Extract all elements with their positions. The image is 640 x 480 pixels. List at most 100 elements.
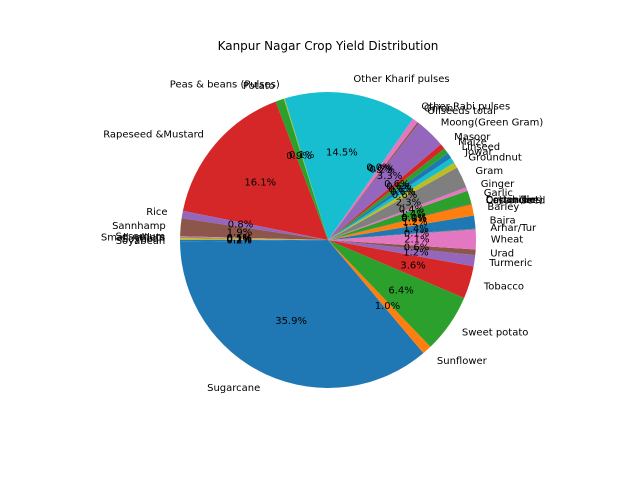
slice-pct-garlic: 1.4% [400,209,425,220]
slice-urad [328,240,476,256]
slice-pct-groundnut: 0.6% [392,190,417,201]
slice-pct-small-millets: 0.1% [226,234,251,245]
slice-barley [328,204,474,240]
slice-label-gram: Gram [475,166,503,177]
slice-sannhamp [180,218,328,240]
slice-pct-gram: 2.3% [396,197,421,208]
slice-pct-onion: 0.6% [368,163,393,174]
slice-label-small-millets: Small millets [101,232,165,243]
slice-pct-sesamum: 0.1% [226,233,251,244]
slice-pct-linseed: 0.6% [388,184,413,195]
slice-pct-rice: 0.8% [228,220,253,231]
slice-pct-ginger: 0.4% [399,204,424,215]
slice-label-other-kharif-pulses: Other Kharif pulses [353,74,449,85]
slice-label-peas-beans-pulses: Peas & beans (Pulses) [170,80,280,91]
slice-label-ginger: Ginger [481,179,515,190]
slice-sesamum [180,236,328,240]
slice-label-sunflower: Sunflower [437,356,488,367]
slice-label-rapeseed-mustard: Rapeseed &Mustard [103,130,204,141]
slice-pct-jowar: 0.6% [390,187,415,198]
slice-pct-other-rabi-pulses: 0.0% [366,162,391,173]
slice-label-rice: Rice [146,207,167,218]
slice-percentages: 0.2%35.9%1.0%6.4%3.6%1.2%0.6%2.1%0.1%1.4… [226,147,429,326]
slice-pct-dry-chillies: 0.0% [401,213,426,224]
slice-moong-green-gram [328,123,441,240]
chart-title: Kanpur Nagar Crop Yield Distribution [218,39,439,53]
slice-jowar [328,157,455,240]
slice-pct-moong-green-gram: 3.3% [377,171,402,182]
slice-pct-turmeric: 1.2% [403,248,428,259]
slice-tobacco [328,240,474,299]
slice-pct-other-kharif-pulses: 14.5% [326,147,358,158]
slice-pct-sannhamp: 1.9% [227,227,252,238]
pie-slices [179,91,476,389]
slice-pct-masoor: 0.6% [384,179,409,190]
slice-pct-urad: 0.6% [404,242,429,253]
slice-pct-potato: 0.9% [286,151,311,162]
slice-pct-sugarcane: 35.9% [275,316,307,327]
slice-label-potato: Potato [243,81,275,92]
slice-pct-castor-seed: 0.1% [401,213,426,224]
slice-garlic [328,190,472,240]
slice-sunflower [328,240,431,354]
slice-label-other-rabi-pulses: Other Rabi pulses [421,102,510,113]
slice-onion [328,118,418,240]
slice-label-onion: Onion [424,104,453,115]
slice-pct-sweet-potato: 6.4% [388,286,413,297]
slice-pct-bajra: 1.4% [403,224,428,235]
slice-label-jowar: Jowar [464,147,493,158]
slice-ginger [328,187,468,240]
slice-groundnut [328,162,458,240]
slice-pct-coriander: 0.0% [401,213,426,224]
slice-label-maize: Maize [458,137,487,148]
slice-label-soybean: Soybean [122,234,165,245]
slice-masoor [328,144,445,240]
slice-label-sannhamp: Sannhamp [112,221,166,232]
slice-label-linseed: Linseed [462,142,501,153]
slice-small-millets [180,237,328,240]
slice-label-sesamum: Sesamum [116,231,166,242]
slice-potato [275,98,328,240]
slice-label-tobacco: Tobacco [483,282,524,293]
slice-label-masoor: Masoor [454,132,491,143]
slice-pct-tobacco: 3.6% [400,261,425,272]
slice-label-arhar-tur: Arhar/Tur [490,223,537,234]
slice-pct-maize: 0.6% [386,182,411,193]
slice-pct-arhar-tur: 0.1% [404,229,429,240]
slice-rapeseed-mustard [182,101,328,240]
slice-gram [328,167,467,240]
slice-soybean [179,238,328,240]
slice-label-wheat: Wheat [491,235,524,246]
slice-label-coriander: Coriander [486,195,536,206]
slice-label-oilseeds-total: Oilseeds total [427,106,496,117]
slice-wheat [328,229,476,250]
slice-pct-rapeseed-mustard: 16.1% [244,178,276,189]
slice-label-urad: Urad [490,249,514,260]
slice-linseed [328,153,452,240]
slice-label-cotton-lint: Cotton(lint) [486,195,543,206]
slice-rice [181,210,328,240]
slice-label-groundnut: Groundnut [468,153,521,164]
slice-turmeric [328,240,476,267]
slice-pct-wheat: 2.1% [404,235,429,246]
slice-arhar-tur [328,228,476,240]
slice-pct-peas-beans-pulses: 0.1% [289,150,314,161]
slice-castor-seed [328,203,472,240]
slice-label-bajra: Bajra [490,215,516,226]
slice-pct-cotton-lint: 0.0% [401,213,426,224]
slice-label-sugarcane: Sugarcane [207,383,260,394]
slice-label-castor-seed: Castor seed [486,195,546,206]
slice-label-sweet-potato: Sweet potato [462,328,528,339]
slice-peas-beans-pulses [283,98,328,240]
slice-label-garlic: Garlic [484,188,513,199]
slice-label-dry-chillies: Dry chillies [486,195,541,206]
slice-bajra [328,215,476,240]
slice-pct-soyabean: 0.2% [226,236,251,247]
slice-pct-sunflower: 1.0% [375,301,400,312]
slice-maize [328,148,448,240]
slice-sugarcane [180,240,424,389]
slice-label-barley: Barley [487,202,519,213]
slice-pct-barley: 1.2% [402,217,427,228]
slice-pct-oilseeds-total: 0.2% [369,165,394,176]
